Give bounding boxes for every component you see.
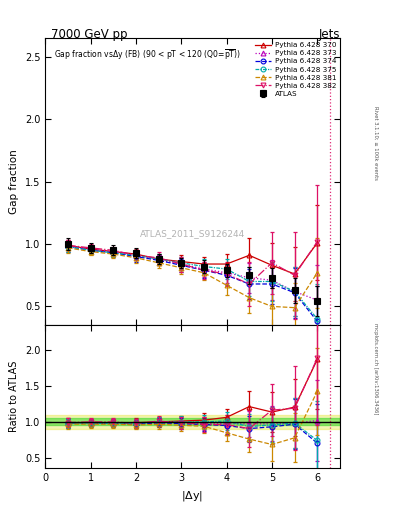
Pythia 6.428 375 (247, 279, 252, 285)
Pythia 6.428 375 (156, 256, 161, 262)
Pythia 6.428 373 (224, 270, 229, 276)
Pythia 6.428 374 (224, 272, 229, 279)
Y-axis label: Ratio to ATLAS: Ratio to ATLAS (9, 361, 19, 433)
Pythia 6.428 373 (111, 248, 116, 254)
Pythia 6.428 382 (202, 267, 206, 273)
Pythia 6.428 381 (111, 251, 116, 257)
Pythia 6.428 374 (156, 257, 161, 263)
Pythia 6.428 374 (315, 318, 320, 325)
Line: Pythia 6.428 373: Pythia 6.428 373 (66, 243, 320, 303)
Text: ATLAS_2011_S9126244: ATLAS_2011_S9126244 (140, 229, 245, 238)
Line: Pythia 6.428 370: Pythia 6.428 370 (66, 241, 320, 276)
Pythia 6.428 370 (134, 251, 138, 257)
Pythia 6.428 374 (66, 244, 70, 250)
Pythia 6.428 382 (134, 252, 138, 259)
Pythia 6.428 382 (224, 271, 229, 277)
Pythia 6.428 374 (270, 281, 274, 287)
Line: Pythia 6.428 381: Pythia 6.428 381 (66, 245, 320, 310)
Pythia 6.428 375 (292, 288, 297, 294)
Pythia 6.428 370 (66, 242, 70, 248)
Pythia 6.428 370 (315, 240, 320, 246)
Pythia 6.428 374 (292, 290, 297, 296)
Pythia 6.428 375 (202, 264, 206, 270)
Pythia 6.428 370 (224, 261, 229, 267)
Pythia 6.428 382 (179, 261, 184, 267)
Pythia 6.428 373 (88, 246, 93, 252)
Pythia 6.428 381 (156, 260, 161, 266)
Pythia 6.428 381 (88, 248, 93, 254)
Text: mcplots.cern.ch [arXiv:1306.3436]: mcplots.cern.ch [arXiv:1306.3436] (373, 323, 378, 414)
Line: Pythia 6.428 374: Pythia 6.428 374 (66, 244, 320, 324)
Pythia 6.428 382 (88, 245, 93, 251)
Pythia 6.428 382 (156, 255, 161, 261)
Pythia 6.428 375 (270, 279, 274, 285)
Pythia 6.428 381 (315, 270, 320, 276)
Pythia 6.428 373 (247, 274, 252, 281)
Pythia 6.428 374 (88, 247, 93, 253)
Pythia 6.428 373 (156, 257, 161, 263)
Pythia 6.428 375 (88, 247, 93, 253)
Pythia 6.428 381 (134, 255, 138, 261)
Pythia 6.428 375 (134, 252, 138, 259)
Text: Gap fraction vs$\Delta$y (FB) (90 < pT < 120 (Q0=$\overline{\rm pT}$)): Gap fraction vs$\Delta$y (FB) (90 < pT <… (54, 47, 241, 62)
Pythia 6.428 382 (270, 260, 274, 266)
Pythia 6.428 375 (224, 266, 229, 272)
Pythia 6.428 374 (111, 250, 116, 256)
Pythia 6.428 373 (202, 266, 206, 272)
Pythia 6.428 382 (315, 239, 320, 245)
Pythia 6.428 382 (292, 272, 297, 279)
Bar (45, 415, 340, 429)
Pythia 6.428 373 (270, 277, 274, 283)
Pythia 6.428 374 (134, 253, 138, 260)
Legend: Pythia 6.428 370, Pythia 6.428 373, Pythia 6.428 374, Pythia 6.428 375, Pythia 6: Pythia 6.428 370, Pythia 6.428 373, Pyth… (254, 40, 338, 98)
X-axis label: |$\Delta$y|: |$\Delta$y| (182, 489, 204, 503)
Pythia 6.428 370 (156, 256, 161, 262)
Pythia 6.428 381 (224, 282, 229, 288)
Pythia 6.428 370 (111, 248, 116, 254)
Pythia 6.428 373 (315, 297, 320, 303)
Text: 7000 GeV pp: 7000 GeV pp (51, 28, 128, 41)
Pythia 6.428 381 (270, 303, 274, 309)
Pythia 6.428 382 (66, 242, 70, 248)
Pythia 6.428 374 (179, 262, 184, 268)
Pythia 6.428 375 (111, 250, 116, 256)
Pythia 6.428 375 (179, 260, 184, 266)
Pythia 6.428 373 (66, 242, 70, 248)
Pythia 6.428 374 (202, 267, 206, 273)
Pythia 6.428 381 (202, 270, 206, 276)
Line: Pythia 6.428 382: Pythia 6.428 382 (66, 239, 320, 286)
Y-axis label: Gap fraction: Gap fraction (9, 150, 19, 214)
Pythia 6.428 370 (88, 246, 93, 252)
Pythia 6.428 375 (315, 316, 320, 322)
Bar (45, 418, 340, 425)
Pythia 6.428 381 (66, 245, 70, 251)
Text: Jets: Jets (318, 28, 340, 41)
Pythia 6.428 370 (202, 261, 206, 267)
Line: Pythia 6.428 375: Pythia 6.428 375 (66, 244, 320, 322)
Pythia 6.428 374 (247, 281, 252, 287)
Pythia 6.428 381 (247, 294, 252, 301)
Text: Rivet 3.1.10; ≥ 100k events: Rivet 3.1.10; ≥ 100k events (373, 106, 378, 180)
Pythia 6.428 370 (247, 252, 252, 259)
Pythia 6.428 373 (134, 252, 138, 259)
Pythia 6.428 381 (179, 265, 184, 271)
Pythia 6.428 381 (292, 305, 297, 311)
Pythia 6.428 370 (270, 262, 274, 268)
Pythia 6.428 373 (292, 288, 297, 294)
Pythia 6.428 370 (292, 271, 297, 277)
Pythia 6.428 382 (247, 281, 252, 287)
Pythia 6.428 375 (66, 244, 70, 250)
Pythia 6.428 382 (111, 247, 116, 253)
Pythia 6.428 373 (179, 261, 184, 267)
Pythia 6.428 370 (179, 259, 184, 265)
